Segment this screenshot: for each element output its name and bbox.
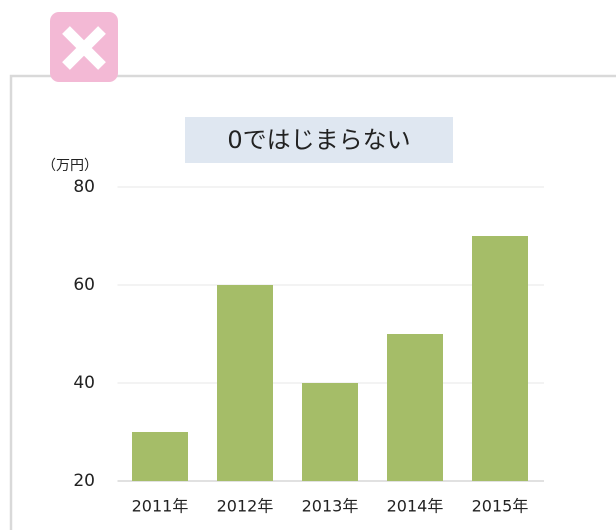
title-box bbox=[185, 117, 453, 163]
bar bbox=[132, 432, 188, 481]
bar bbox=[472, 236, 528, 481]
y-tick-label: 80 bbox=[73, 177, 95, 197]
y-tick-label: 20 bbox=[73, 471, 95, 491]
x-tick-label: 2013年 bbox=[302, 497, 359, 516]
x-tick-label: 2015年 bbox=[472, 497, 529, 516]
y-axis-label: （万円） bbox=[42, 158, 98, 174]
bar bbox=[302, 383, 358, 481]
ng-icon bbox=[50, 12, 118, 82]
x-tick-label: 2012年 bbox=[217, 497, 274, 516]
y-tick-label: 60 bbox=[73, 275, 95, 295]
bar bbox=[387, 334, 443, 481]
x-tick-label: 2011年 bbox=[132, 497, 189, 516]
chart-title: 0ではじまらない bbox=[227, 126, 410, 154]
x-tick-label: 2014年 bbox=[387, 497, 444, 516]
bar bbox=[217, 285, 273, 481]
y-tick-label: 40 bbox=[73, 373, 95, 393]
ng-icon-cross bbox=[62, 26, 106, 70]
